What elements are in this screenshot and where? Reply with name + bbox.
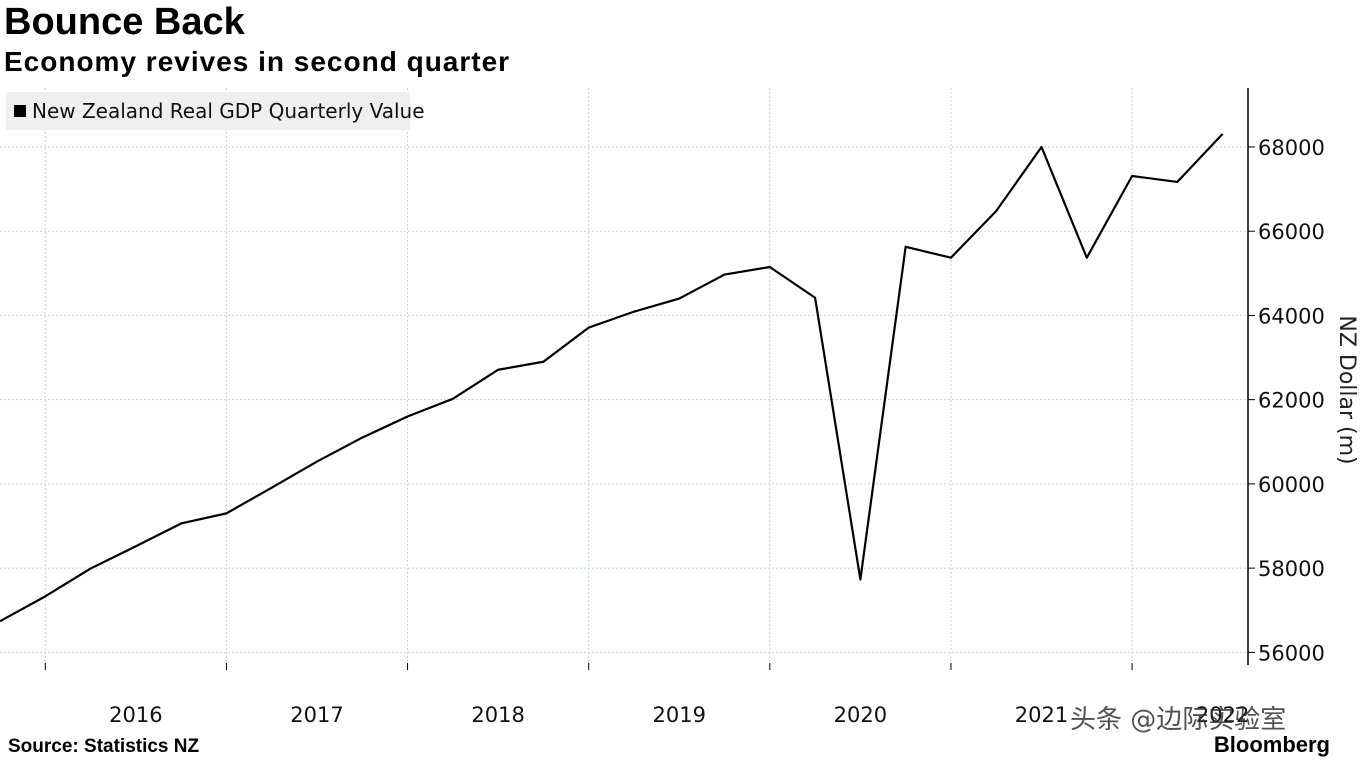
- plot-area: 56000 58000 60000 62000 64000 66000 68000 2016 2…: [0, 88, 1325, 727]
- y-tick-label: 64000: [1258, 304, 1325, 328]
- line-series: [0, 133, 1224, 623]
- y-tick-label: 62000: [1258, 389, 1325, 413]
- x-tick-label: 2017: [290, 703, 343, 727]
- y-tick-label: 56000: [1258, 641, 1325, 665]
- x-tick-label: 2022: [1196, 703, 1249, 727]
- y-tick-label: 66000: [1258, 220, 1325, 244]
- chart-title: Bounce Back: [4, 1, 246, 43]
- legend-box: [6, 92, 410, 130]
- source: Source: Statistics NZ: [8, 736, 199, 757]
- y-tick-label: 68000: [1258, 136, 1325, 160]
- watermark: 头条 @边际实验室: [1070, 705, 1286, 735]
- x-tick-label: 2020: [834, 703, 887, 727]
- y-tick-label: 58000: [1258, 557, 1325, 581]
- brand: Bloomberg: [1214, 732, 1330, 757]
- legend-swatch: [14, 105, 26, 117]
- x-tick-label: 2021: [1015, 703, 1068, 727]
- x-tick-label: 2018: [471, 703, 524, 727]
- y-tick-label: 60000: [1258, 473, 1325, 497]
- legend-label: New Zealand Real GDP Quarterly Value: [32, 99, 425, 123]
- x-tick-label: 2016: [109, 703, 162, 727]
- chart-subtitle: Economy revives in second quarter: [4, 46, 510, 77]
- x-tick-label: 2019: [653, 703, 706, 727]
- y-axis-label: NZ Dollar (m): [1334, 315, 1359, 464]
